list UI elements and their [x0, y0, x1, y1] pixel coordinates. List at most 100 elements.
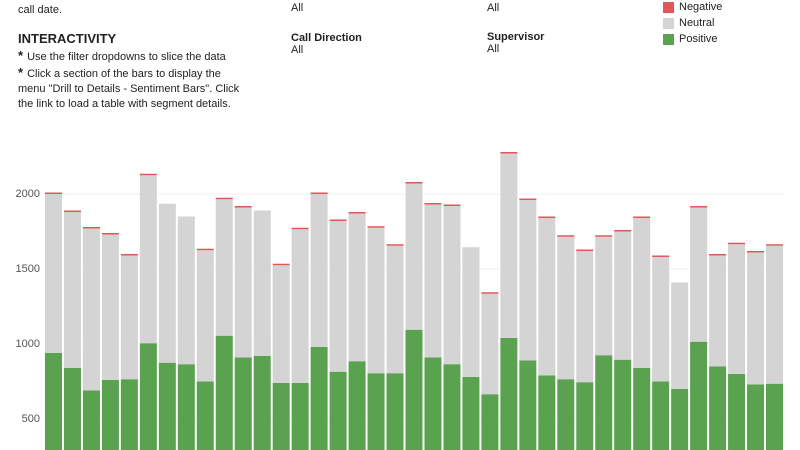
legend-swatch	[663, 17, 674, 29]
bar-segment	[196, 250, 214, 382]
bar-segment	[519, 199, 537, 361]
legend-swatch	[663, 33, 674, 45]
bar-segment	[557, 235, 575, 237]
bar-segment	[576, 250, 594, 383]
bar-segment	[690, 341, 708, 450]
y-tick-label: 2000	[16, 188, 40, 200]
bar-segment	[196, 248, 214, 251]
heading: INTERACTIVITY	[18, 31, 117, 46]
bar-segment	[633, 216, 651, 218]
bar-segment	[101, 379, 119, 450]
bar-segment	[652, 255, 670, 257]
bar-segment	[253, 210, 271, 356]
bar-segment	[766, 244, 784, 246]
bar-segment	[500, 337, 518, 450]
bar-segment	[747, 252, 765, 385]
legend-item: Neutral	[663, 15, 722, 31]
filter-value[interactable]: All	[291, 44, 304, 56]
filter-value[interactable]: All	[487, 2, 500, 14]
bar-segment	[272, 265, 290, 383]
bar-segment	[291, 227, 309, 230]
bar-segment	[443, 364, 461, 450]
bullet-marker: *	[18, 48, 24, 63]
bar-segment	[424, 357, 442, 450]
bar-segment	[576, 249, 594, 251]
legend-item: Positive	[663, 31, 722, 47]
bar-segment	[652, 381, 670, 450]
bar-segment	[519, 198, 537, 200]
bar-segment	[196, 381, 214, 450]
bar-segment	[63, 211, 81, 368]
filter-value[interactable]: All	[487, 43, 500, 55]
bar-segment	[500, 153, 518, 338]
bar-segment	[614, 359, 632, 450]
bar-segment	[576, 382, 594, 450]
y-tick-label: 1000	[16, 338, 40, 350]
bar-segment	[519, 360, 537, 450]
bar-segment	[234, 205, 252, 208]
legend-label: Neutral	[679, 17, 715, 29]
bar-segment	[462, 376, 480, 450]
bullet: * Click a section of the bars to display …	[18, 65, 250, 112]
bar-segment	[63, 367, 81, 450]
bar-segment	[405, 329, 423, 450]
bar-segment	[595, 236, 613, 356]
bar-segment	[481, 394, 499, 450]
bar-segment	[139, 175, 157, 344]
bar-segment	[747, 250, 765, 253]
bar-segment	[329, 219, 347, 221]
filter-value[interactable]: All	[291, 2, 304, 14]
bar-segment	[443, 205, 461, 365]
bar-segment	[538, 216, 556, 218]
bullet-text: Use the filter dropdowns to slice the da…	[27, 51, 226, 63]
bullet-text: Click a section of the bars to display t…	[18, 68, 240, 110]
bar-segment	[595, 355, 613, 450]
bar-segment	[671, 388, 689, 450]
legend-swatch	[663, 1, 674, 13]
bar-segment	[82, 226, 100, 229]
bar-segment	[101, 232, 119, 235]
bar-segment	[766, 383, 784, 450]
bar-segment	[348, 211, 366, 214]
bar-segment	[367, 226, 385, 228]
bar-segment	[481, 293, 499, 395]
bar-segment	[766, 245, 784, 384]
bar-segment	[405, 181, 423, 184]
bar-segment	[310, 192, 328, 194]
filter-label: Supervisor	[487, 31, 545, 43]
filter[interactable]: Call Direction All	[291, 32, 362, 56]
bar-segment	[481, 292, 499, 294]
bar-segment	[234, 357, 252, 450]
bar-segment	[177, 216, 195, 365]
bar-segment	[329, 220, 347, 372]
bar-segment	[44, 352, 62, 450]
bar-segment	[690, 205, 708, 208]
bar-segment	[253, 355, 271, 450]
bar-segment	[291, 229, 309, 383]
bar-segment	[101, 234, 119, 380]
bar-segment	[139, 343, 157, 450]
bar-segment	[728, 244, 746, 374]
intro-text: call date.	[18, 4, 63, 16]
bar-segment	[234, 207, 252, 358]
y-tick-label: 500	[22, 413, 40, 425]
bar-segment	[120, 255, 138, 380]
bar-segment	[405, 183, 423, 330]
y-tick-label: 1500	[16, 263, 40, 275]
bar-segment	[462, 247, 480, 377]
bar-segment	[614, 229, 632, 232]
legend: Negative Neutral Positive	[663, 0, 722, 47]
bullet: * Use the filter dropdowns to slice the d…	[18, 48, 250, 65]
bar-segment	[709, 255, 727, 367]
bar-segment	[348, 361, 366, 450]
filter-label: Call Direction	[291, 32, 362, 44]
bar-segment	[671, 282, 689, 389]
bar-segment	[538, 217, 556, 376]
interactivity-panel: INTERACTIVITY * Use the filter dropdowns …	[18, 31, 250, 112]
filter[interactable]: Supervisor All	[487, 31, 544, 55]
bar-segment	[652, 256, 670, 382]
bar-segment	[386, 245, 404, 374]
legend-item: Negative	[663, 0, 722, 15]
bar-segment	[82, 228, 100, 391]
